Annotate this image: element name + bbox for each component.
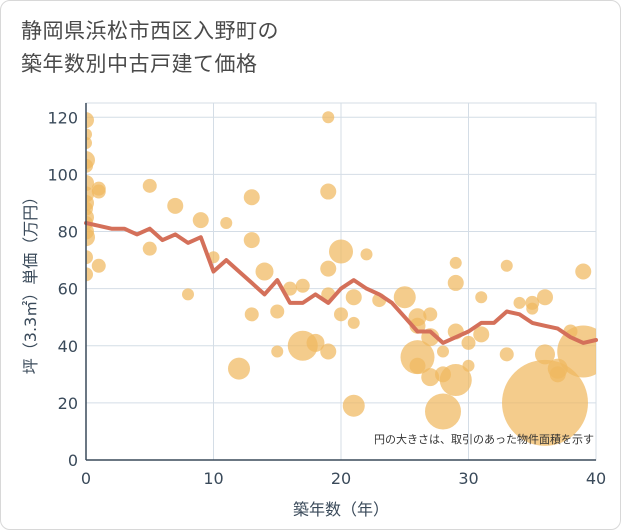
x-tick-label: 0 bbox=[81, 469, 91, 488]
y-tick-label: 20 bbox=[58, 394, 78, 413]
data-bubble bbox=[86, 158, 93, 173]
chart-title-line-1: 静岡県浜松市西区入野町の bbox=[21, 19, 279, 43]
data-bubble bbox=[283, 281, 297, 296]
data-bubble bbox=[142, 241, 157, 256]
x-tick-label: 30 bbox=[458, 469, 478, 488]
x-tick-label: 10 bbox=[203, 469, 223, 488]
y-axis-label: 坪（3.3㎡）単価（万円） bbox=[21, 189, 40, 374]
data-bubble bbox=[334, 307, 348, 322]
data-bubble bbox=[462, 359, 475, 372]
bubble-layer bbox=[86, 111, 596, 446]
data-bubble bbox=[475, 291, 488, 304]
data-bubble bbox=[421, 368, 440, 387]
y-tick-label: 120 bbox=[47, 108, 78, 127]
data-bubble bbox=[345, 289, 362, 306]
y-tick-label: 40 bbox=[58, 337, 78, 356]
data-bubble bbox=[228, 357, 250, 380]
y-tick-label: 60 bbox=[58, 280, 78, 299]
data-bubble bbox=[526, 302, 539, 315]
data-bubble bbox=[549, 366, 566, 383]
data-bubble bbox=[502, 359, 588, 446]
data-bubble bbox=[182, 288, 194, 301]
data-bubble bbox=[409, 357, 426, 374]
data-bubble bbox=[320, 343, 337, 360]
data-bubble bbox=[320, 183, 337, 200]
data-bubble bbox=[329, 239, 353, 264]
data-bubble bbox=[447, 274, 464, 291]
data-bubble bbox=[295, 278, 310, 293]
x-axis-label: 築年数（年） bbox=[293, 500, 389, 519]
data-bubble bbox=[243, 189, 260, 206]
data-bubble bbox=[142, 178, 157, 193]
data-bubble bbox=[360, 248, 373, 261]
data-bubble bbox=[270, 304, 285, 319]
y-tick-label: 80 bbox=[58, 223, 78, 242]
trend-layer bbox=[84, 221, 598, 345]
chart-title-line-2: 築年数別中古戸建て価格 bbox=[21, 52, 258, 76]
data-bubble bbox=[537, 289, 553, 306]
data-bubble bbox=[347, 316, 360, 329]
data-bubble bbox=[449, 256, 462, 269]
data-bubble bbox=[342, 394, 365, 417]
data-bubble bbox=[244, 307, 259, 322]
data-bubble bbox=[86, 250, 93, 265]
data-bubble bbox=[243, 232, 260, 249]
x-tick-label: 20 bbox=[331, 469, 351, 488]
data-bubble bbox=[320, 260, 337, 277]
x-tick-label: 40 bbox=[586, 469, 606, 488]
data-bubble bbox=[513, 296, 526, 309]
data-bubble bbox=[400, 340, 435, 375]
bubble-size-note: 円の大きさは、取引のあった物件面積を示す bbox=[374, 432, 594, 446]
data-bubble bbox=[86, 228, 95, 247]
y-tick-label: 100 bbox=[47, 165, 78, 184]
data-bubble bbox=[557, 325, 596, 378]
axes-layer: 0 20 40 60 80 100 120 0 10 20 30 40 bbox=[47, 103, 606, 488]
data-bubble bbox=[271, 345, 284, 358]
data-bubble bbox=[220, 216, 233, 229]
data-bubble bbox=[86, 267, 93, 282]
data-bubble bbox=[575, 263, 592, 280]
data-bubble bbox=[461, 335, 476, 350]
y-tick-label: 0 bbox=[68, 451, 78, 470]
data-bubble bbox=[500, 259, 513, 272]
data-bubble bbox=[86, 136, 92, 149]
data-bubble bbox=[91, 184, 106, 199]
chart-title: 静岡県浜松市西区入野町の 築年数別中古戸建て価格 bbox=[21, 15, 279, 81]
data-bubble bbox=[439, 364, 472, 397]
data-bubble bbox=[437, 345, 449, 358]
data-bubble bbox=[473, 326, 490, 343]
data-bubble bbox=[86, 112, 94, 129]
data-bubble bbox=[425, 393, 461, 430]
data-bubble bbox=[535, 344, 555, 365]
data-bubble bbox=[192, 212, 209, 229]
data-bubble bbox=[255, 262, 274, 281]
data-bubble bbox=[167, 197, 184, 214]
data-bubble bbox=[306, 333, 325, 352]
trend-line bbox=[84, 221, 598, 345]
data-bubble bbox=[91, 258, 106, 273]
data-bubble bbox=[322, 111, 335, 124]
data-bubble bbox=[499, 347, 514, 362]
data-bubble bbox=[393, 286, 416, 309]
data-bubble bbox=[423, 307, 438, 322]
